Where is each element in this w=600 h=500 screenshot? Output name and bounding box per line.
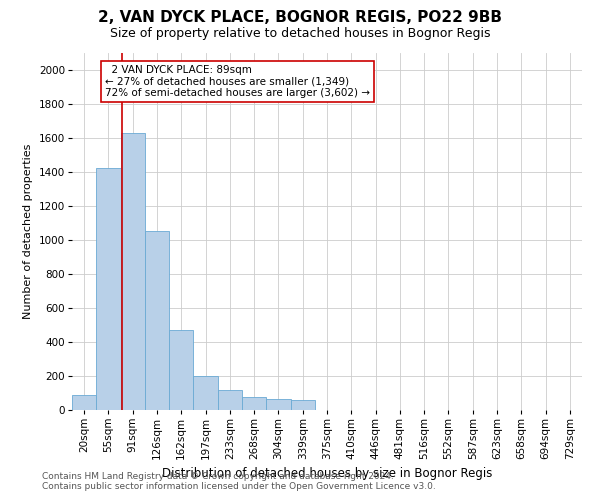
Bar <box>72 394 96 410</box>
Bar <box>290 400 315 410</box>
Bar <box>121 132 145 410</box>
Bar <box>266 399 290 410</box>
Bar <box>96 168 121 410</box>
Bar <box>169 330 193 410</box>
Text: 2 VAN DYCK PLACE: 89sqm
← 27% of detached houses are smaller (1,349)
72% of semi: 2 VAN DYCK PLACE: 89sqm ← 27% of detache… <box>105 65 370 98</box>
Bar <box>145 231 169 410</box>
Text: 2, VAN DYCK PLACE, BOGNOR REGIS, PO22 9BB: 2, VAN DYCK PLACE, BOGNOR REGIS, PO22 9B… <box>98 10 502 25</box>
Text: Contains HM Land Registry data © Crown copyright and database right 2024.
Contai: Contains HM Land Registry data © Crown c… <box>42 472 436 491</box>
Bar <box>193 376 218 410</box>
Bar <box>218 390 242 410</box>
Bar <box>242 397 266 410</box>
X-axis label: Distribution of detached houses by size in Bognor Regis: Distribution of detached houses by size … <box>162 468 492 480</box>
Y-axis label: Number of detached properties: Number of detached properties <box>23 144 33 319</box>
Text: Size of property relative to detached houses in Bognor Regis: Size of property relative to detached ho… <box>110 28 490 40</box>
